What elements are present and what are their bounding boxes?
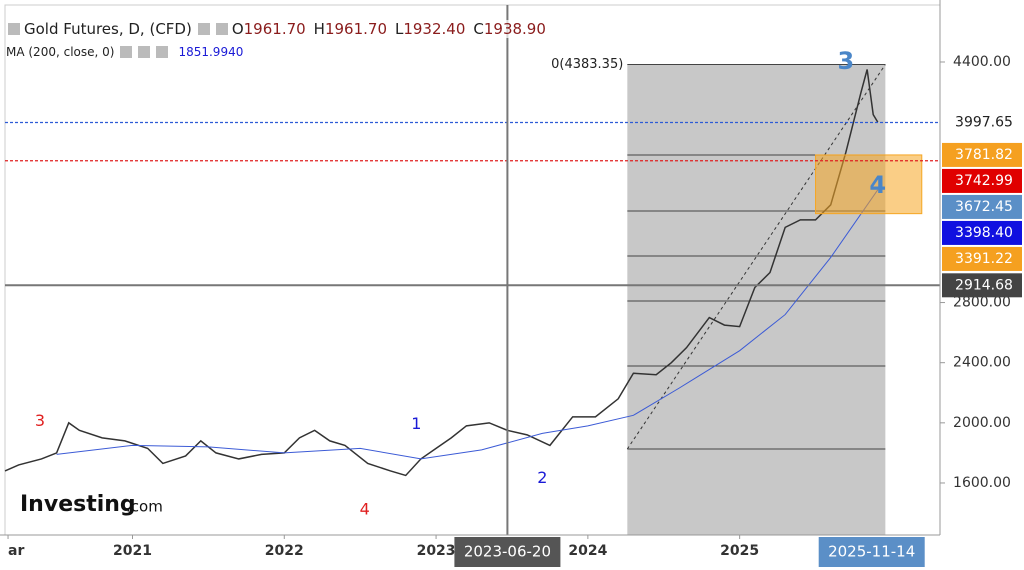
settings-icon[interactable] (197, 23, 210, 35)
wave-label: 3 (35, 411, 45, 430)
ohlc-value: 1938.90 (483, 20, 546, 38)
y-tick-label: 2400.00 (953, 355, 1011, 371)
header: Gold Futures, D, (CFD) O1961.70 H1961.70 L… (6, 20, 554, 38)
chart-title: Gold Futures, D, (CFD) (24, 20, 192, 38)
ohlc-name: O (231, 20, 244, 38)
price-label: 3672.45 (955, 199, 1013, 215)
x-tick-label: 2021 (113, 543, 152, 559)
ohlc-value: 1932.40 (403, 20, 466, 38)
close-icon[interactable] (156, 46, 169, 58)
price-label: 3398.40 (955, 225, 1013, 241)
x-marker-label: 2025-11-14 (828, 543, 915, 561)
x-marker-box (454, 537, 561, 567)
price-label-box (942, 194, 1022, 219)
settings-icon[interactable] (138, 46, 151, 58)
ohlc-value: 1961.70 (324, 20, 387, 38)
ma-value: 1851.9940 (178, 45, 244, 59)
ohlc-name: H (313, 20, 325, 38)
price-label-box (942, 246, 1022, 271)
price-label: 3997.65 (955, 114, 1013, 130)
ohlc-name: C (473, 20, 484, 38)
collapse-icon[interactable] (8, 23, 20, 35)
wave-label: 4 (360, 500, 370, 519)
wave-label: 3 (838, 47, 855, 75)
trend-line (626, 64, 886, 450)
ohlc-value: 1961.70 (243, 20, 306, 38)
y-tick-label: 2800.00 (953, 295, 1011, 311)
x-tick-label: ar (8, 543, 24, 559)
settings-icon[interactable] (215, 23, 228, 35)
x-marker-box (818, 537, 925, 567)
wave-label: 2 (537, 468, 547, 487)
x-tick-label: 2023 (417, 543, 456, 559)
fib-label: 0(4383.35) (551, 57, 623, 72)
price-label: 3781.82 (955, 147, 1013, 163)
zone-box (815, 154, 923, 215)
price-label-box (942, 273, 1022, 298)
series-line (56, 189, 879, 460)
watermark: .com (126, 498, 163, 516)
price-label-box (942, 220, 1022, 245)
ohlc-name: L (394, 20, 404, 38)
price-label: 2914.68 (955, 277, 1013, 293)
x-tick-label: 2025 (720, 543, 759, 559)
ma-header: MA (200, close, 0) 1851.9940 (6, 45, 244, 59)
x-tick-label: 2024 (568, 543, 607, 559)
watermark: Investing (20, 492, 136, 517)
price-label: 3391.22 (955, 251, 1013, 267)
y-tick-label: 1600.00 (953, 475, 1011, 491)
wave-label: 1 (411, 414, 421, 433)
x-tick-label: 2022 (265, 543, 304, 559)
y-tick-label: 4400.00 (953, 54, 1011, 70)
price-label-box (942, 142, 1022, 167)
price-label-box (942, 168, 1022, 193)
wave-label: 4 (869, 171, 886, 199)
y-tick-label: 2000.00 (953, 415, 1011, 431)
price-label: 3742.99 (955, 173, 1013, 189)
ma-name: MA (200, close, 0) (6, 45, 115, 59)
settings-icon[interactable] (120, 46, 133, 58)
ohlc: O1961.70 H1961.70 L1932.40 C1938.90 (232, 20, 554, 38)
fib-area (627, 64, 886, 536)
series-line (4, 69, 879, 477)
x-marker-label: 2023-06-20 (464, 543, 551, 561)
price-label-box (942, 110, 1022, 135)
